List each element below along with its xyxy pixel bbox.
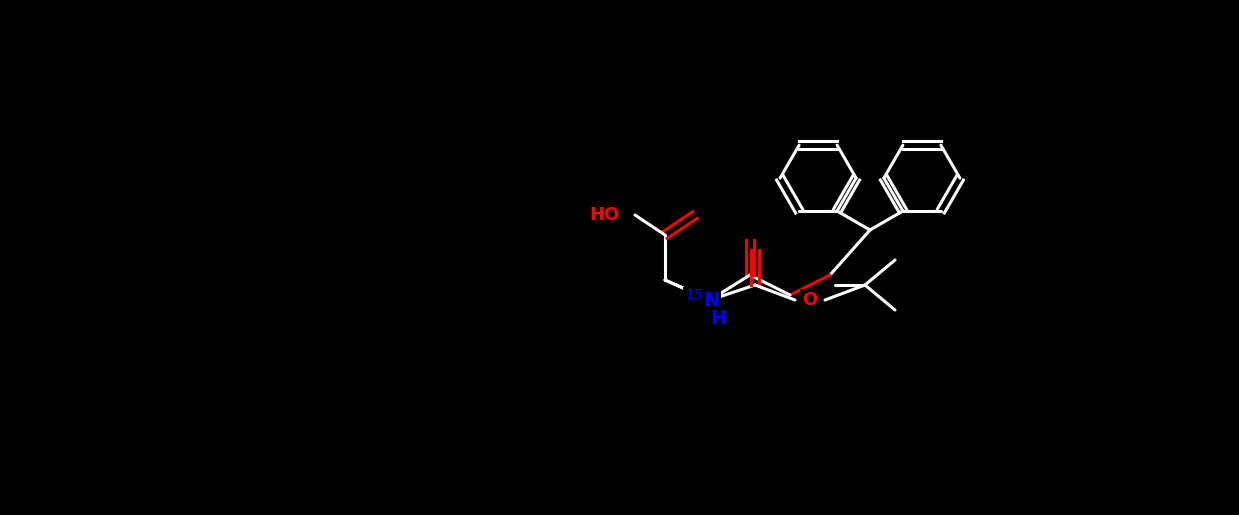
Text: HO: HO — [590, 206, 620, 224]
Text: $^{15}$N: $^{15}$N — [685, 289, 720, 311]
Text: H: H — [710, 308, 726, 328]
Text: O: O — [803, 291, 818, 309]
